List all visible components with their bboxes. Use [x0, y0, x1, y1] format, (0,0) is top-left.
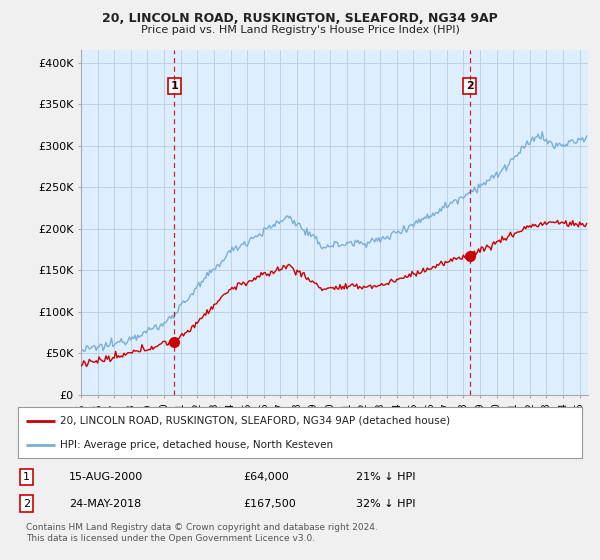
Text: 24-MAY-2018: 24-MAY-2018: [69, 498, 141, 508]
Text: 1: 1: [23, 472, 30, 482]
Text: 15-AUG-2000: 15-AUG-2000: [69, 472, 143, 482]
Text: Contains HM Land Registry data © Crown copyright and database right 2024.
This d: Contains HM Land Registry data © Crown c…: [26, 522, 378, 543]
Text: 2: 2: [23, 498, 30, 508]
Text: 2: 2: [466, 81, 473, 91]
Text: £64,000: £64,000: [244, 472, 289, 482]
Text: 1: 1: [170, 81, 178, 91]
Text: 20, LINCOLN ROAD, RUSKINGTON, SLEAFORD, NG34 9AP (detached house): 20, LINCOLN ROAD, RUSKINGTON, SLEAFORD, …: [60, 416, 451, 426]
Text: 32% ↓ HPI: 32% ↓ HPI: [356, 498, 416, 508]
Text: £167,500: £167,500: [244, 498, 296, 508]
Text: Price paid vs. HM Land Registry's House Price Index (HPI): Price paid vs. HM Land Registry's House …: [140, 25, 460, 35]
Text: 21% ↓ HPI: 21% ↓ HPI: [356, 472, 416, 482]
Text: 20, LINCOLN ROAD, RUSKINGTON, SLEAFORD, NG34 9AP: 20, LINCOLN ROAD, RUSKINGTON, SLEAFORD, …: [102, 12, 498, 25]
Text: HPI: Average price, detached house, North Kesteven: HPI: Average price, detached house, Nort…: [60, 440, 334, 450]
